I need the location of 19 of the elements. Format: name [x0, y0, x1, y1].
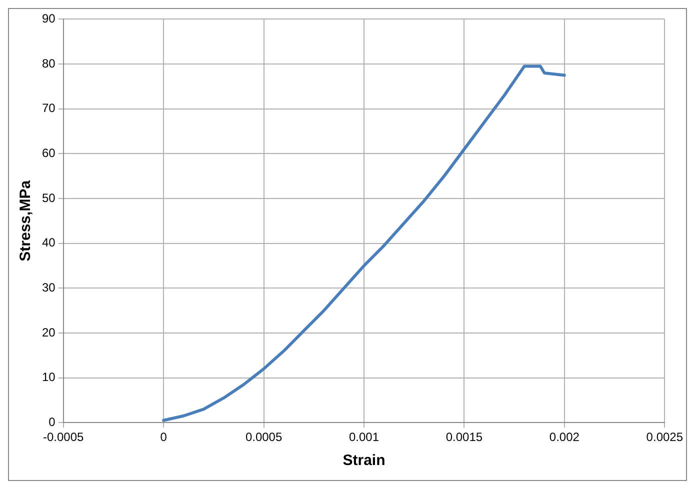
x-tick-label: 0.0025 — [646, 430, 684, 444]
y-tick-label: 80 — [42, 56, 56, 70]
y-tick-label: 90 — [42, 12, 56, 26]
x-tick-label: 0.0005 — [245, 430, 282, 444]
x-tick-label: 0.0015 — [446, 430, 483, 444]
y-tick-label: 70 — [42, 101, 56, 116]
x-axis-title: Strain — [342, 452, 386, 470]
y-tick-label: 40 — [42, 236, 56, 250]
x-tick-label: -0.0005 — [42, 430, 84, 444]
y-tick-label: 30 — [42, 280, 56, 294]
y-tick-label: 50 — [42, 190, 56, 205]
x-tick-label: 0 — [160, 430, 168, 444]
x-tick-label: 0.001 — [348, 430, 380, 444]
y-tick-label: 20 — [42, 325, 56, 340]
y-tick-label: 0 — [48, 414, 56, 429]
y-tick-label: 10 — [42, 370, 56, 384]
x-tick-label: 0.002 — [549, 430, 580, 444]
y-axis-title: Stress,MPa — [17, 180, 34, 262]
y-tick-label: 60 — [42, 146, 56, 160]
